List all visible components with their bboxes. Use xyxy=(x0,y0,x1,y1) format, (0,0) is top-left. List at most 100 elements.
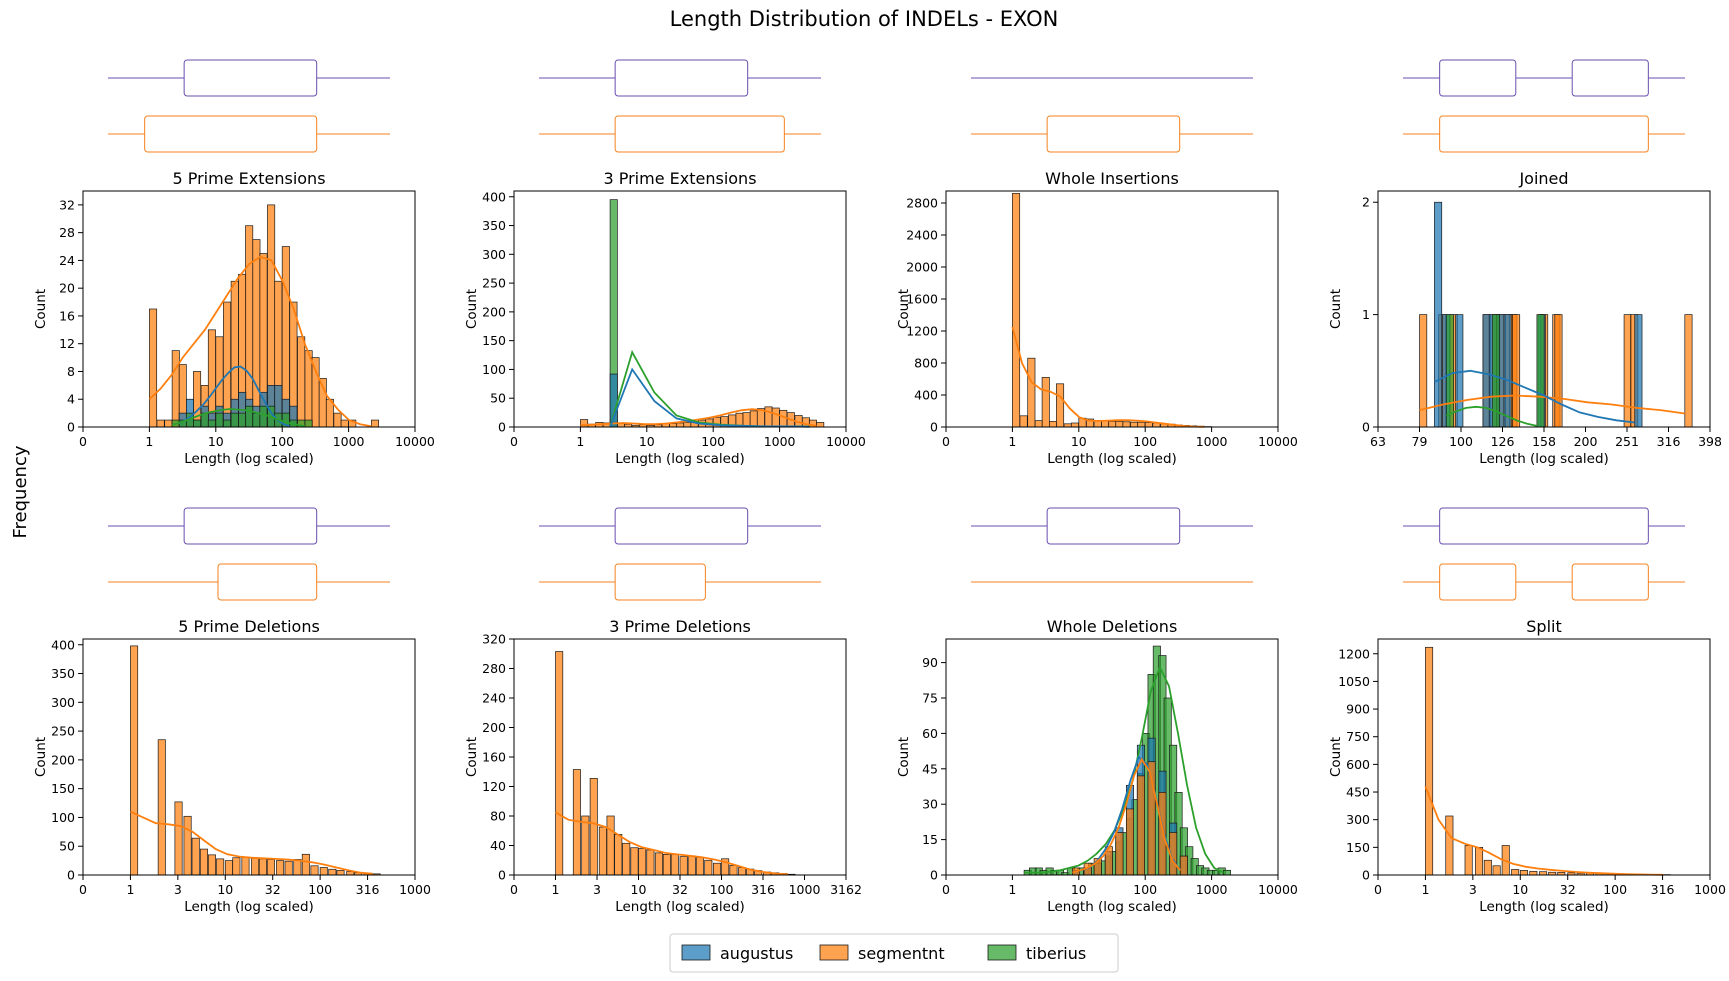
y-tick-label: 40 xyxy=(490,838,506,853)
bar-segmentnt xyxy=(304,350,313,428)
bar-segmentnt xyxy=(1108,421,1117,428)
x-tick-label: 158 xyxy=(1532,434,1556,449)
bar-segmentnt xyxy=(301,853,310,876)
bar-segmentnt xyxy=(1027,357,1036,428)
x-tick-label: 100 xyxy=(308,882,332,897)
y-axis-label: Count xyxy=(33,289,49,329)
x-tick-label: 100 xyxy=(1133,882,1157,897)
kde-segmentnt xyxy=(130,810,373,875)
y-tick-label: 1600 xyxy=(906,292,938,307)
bar-segmentnt xyxy=(328,868,337,876)
x-tick-label: 10 xyxy=(1071,434,1087,449)
bar-segmentnt xyxy=(742,412,751,428)
bar-segmentnt xyxy=(764,406,773,428)
bar-segmentnt xyxy=(266,859,275,876)
x-tick-label: 10 xyxy=(208,434,224,449)
subplot-title: 5 Prime Deletions xyxy=(178,617,320,636)
bar-tiberius xyxy=(223,419,232,428)
bar-segmentnt xyxy=(749,410,758,428)
legend-label-augustus: augustus xyxy=(720,944,793,963)
axes-frame xyxy=(82,638,416,876)
boxplot-tiberius xyxy=(108,507,390,545)
x-axis-label: Length (log scaled) xyxy=(184,899,314,915)
subplot-6: 0 1 3 10 32 100 316 1000 3162 0 40 80 120 160 200 240 28… xyxy=(464,507,862,915)
x-axis-label: Length (log scaled) xyxy=(1047,451,1177,467)
x-tick-label: 200 xyxy=(1574,434,1598,449)
y-tick-label: 150 xyxy=(1346,840,1370,855)
bar-tiberius xyxy=(238,412,247,428)
bar-segmentnt xyxy=(1019,415,1028,428)
y-axis-label: Count xyxy=(896,737,912,777)
bar-segmentnt xyxy=(589,778,598,876)
x-tick-label: 0 xyxy=(79,434,87,449)
bar-augustus xyxy=(1503,314,1512,428)
bar-segmentnt xyxy=(1483,859,1492,876)
subplot-title: Whole Deletions xyxy=(1047,617,1178,636)
bar-segmentnt xyxy=(704,859,713,876)
bar-tiberius xyxy=(207,419,216,428)
axes-frame xyxy=(513,190,847,428)
bar-segmentnt xyxy=(670,853,679,876)
bar-segmentnt xyxy=(183,815,192,876)
y-tick-label: 24 xyxy=(59,253,75,268)
boxplot-box xyxy=(183,507,318,545)
bar-segmentnt xyxy=(251,857,260,876)
boxplot-box xyxy=(144,115,318,153)
y-tick-label: 8 xyxy=(67,364,75,379)
y-tick-label: 2800 xyxy=(906,196,938,211)
y-tick-label: 400 xyxy=(482,189,506,204)
bar-segmentnt xyxy=(284,860,293,876)
kde-segmentnt xyxy=(148,255,372,428)
subplot-title: Joined xyxy=(1518,169,1568,188)
bar-segmentnt xyxy=(646,849,655,876)
boxplot-tiberius xyxy=(108,59,390,97)
x-tick-label: 0 xyxy=(510,882,518,897)
x-tick-label: 1000 xyxy=(399,882,431,897)
boxplot-box xyxy=(614,563,706,601)
boxplot-box xyxy=(1439,563,1517,601)
bar-augustus xyxy=(1634,314,1643,428)
bar-segmentnt xyxy=(614,834,623,876)
bar-segmentnt xyxy=(1475,846,1484,876)
bar-segmentnt xyxy=(1179,855,1188,876)
bar-segmentnt xyxy=(130,645,139,876)
legend-swatch-tiberius xyxy=(987,944,1017,961)
x-tick-label: 316 xyxy=(1651,882,1675,897)
bar-segmentnt xyxy=(171,350,180,428)
y-tick-label: 28 xyxy=(59,225,75,240)
x-tick-label: 1000 xyxy=(1694,882,1726,897)
subplot-4: 63 79 100 126 158 200 251 316 398 0 1 2 Joined Length… xyxy=(1328,59,1722,467)
figure-ylabel: Frequency xyxy=(10,445,31,538)
kde-tiberius xyxy=(1445,405,1538,427)
bar-segmentnt xyxy=(1034,420,1043,428)
x-tick-label: 1000 xyxy=(789,882,821,897)
figure-title: Length Distribution of INDELs - EXON xyxy=(670,7,1059,31)
x-tick-label: 0 xyxy=(1374,882,1382,897)
y-tick-label: 200 xyxy=(482,304,506,319)
legend-swatch-segmentnt xyxy=(819,944,849,961)
boxplot-segmentnt xyxy=(1403,563,1685,601)
bar-segmentnt xyxy=(245,225,254,428)
kde-segmentnt xyxy=(1011,326,1205,428)
bar-segmentnt xyxy=(1048,421,1057,428)
axes-frame xyxy=(513,638,847,876)
x-tick-label: 251 xyxy=(1615,434,1639,449)
bar-segmentnt xyxy=(1512,314,1521,428)
x-tick-label: 1000 xyxy=(764,434,796,449)
axes-frame xyxy=(1377,638,1711,876)
bar-segmentnt xyxy=(606,815,615,876)
y-tick-label: 200 xyxy=(482,720,506,735)
x-tick-label: 0 xyxy=(79,882,87,897)
bar-tiberius xyxy=(1445,314,1454,428)
x-tick-label: 1 xyxy=(1421,882,1429,897)
bar-tiberius xyxy=(245,405,254,428)
kde-segmentnt xyxy=(580,408,817,427)
boxplot-box xyxy=(217,563,318,601)
bar-segmentnt xyxy=(191,837,200,876)
boxplot-box xyxy=(183,59,318,97)
bar-segmentnt xyxy=(630,847,639,876)
bar-segmentnt xyxy=(1070,422,1079,428)
bar-segmentnt xyxy=(1425,646,1434,876)
y-tick-label: 30 xyxy=(922,797,938,812)
